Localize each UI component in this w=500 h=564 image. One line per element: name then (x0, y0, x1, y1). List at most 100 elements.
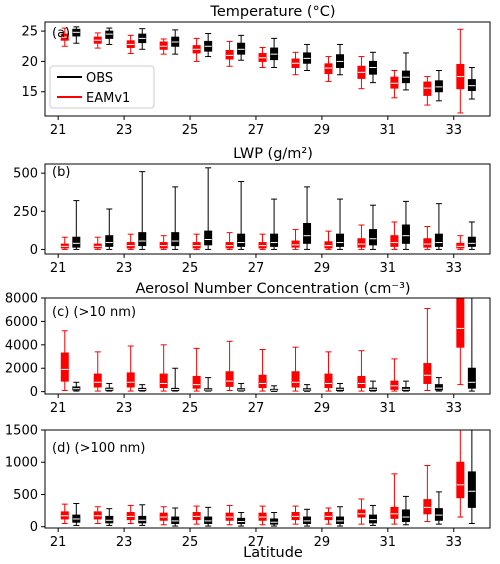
panel-d-box-eamv1 (324, 507, 333, 525)
panel-a-box-eamv1 (423, 76, 432, 106)
box-iqr (171, 232, 180, 247)
x-tick-label: 27 (248, 123, 265, 138)
panel-b-box-obs (171, 186, 180, 250)
panel-b-box-eamv1 (60, 236, 69, 250)
box-iqr (423, 81, 432, 96)
box-iqr (225, 50, 234, 60)
panel-b-box-eamv1 (225, 232, 234, 250)
panel-b-box-eamv1 (423, 226, 432, 250)
box-iqr (434, 384, 443, 391)
y-tick-label: 0 (30, 385, 38, 400)
x-tick-label: 31 (380, 123, 397, 138)
panel-c-axes-frame (44, 297, 491, 395)
box-iqr (237, 517, 246, 524)
panel-a-plot-area (60, 26, 476, 114)
box-iqr (434, 80, 443, 93)
x-tick-label: 21 (50, 261, 67, 276)
panel-d-box-eamv1 (258, 505, 267, 526)
panel-d-box-eamv1 (225, 504, 234, 526)
x-tick-label: 23 (116, 261, 133, 276)
panel-a-axes-frame (44, 21, 491, 117)
x-tick-label: 27 (248, 401, 265, 416)
panel-aerosol-10nm: Aerosol Number Concentration (cm⁻³) (c) … (5, 281, 491, 416)
box-iqr (423, 238, 432, 248)
box-iqr (467, 79, 476, 92)
box-iqr (204, 516, 213, 524)
panel-b-box-eamv1 (324, 230, 333, 250)
box-iqr (390, 380, 399, 390)
box-iqr (423, 499, 432, 515)
panel-a-box-obs (467, 66, 476, 100)
panel-a-box-eamv1 (159, 38, 168, 55)
box-iqr (303, 516, 312, 524)
y-tick-label: 20 (21, 55, 38, 70)
panel-a-box-obs (138, 28, 147, 50)
panel-d-box-obs (467, 429, 476, 524)
panel-a-box-obs (368, 51, 377, 84)
panel-c-box-eamv1 (423, 308, 432, 391)
box-iqr (456, 242, 465, 249)
panel-c-box-eamv1 (93, 351, 102, 392)
box-iqr (336, 516, 345, 524)
y-tick-label: 2000 (5, 362, 38, 377)
box-iqr (138, 515, 147, 524)
panel-d-box-obs (237, 512, 246, 527)
y-tick-label: 25 (21, 25, 38, 40)
panel-a-box-eamv1 (258, 46, 267, 68)
y-tick-label: 250 (13, 205, 38, 220)
box-iqr (357, 238, 366, 248)
panel-d-box-eamv1 (159, 506, 168, 526)
box-iqr (237, 233, 246, 247)
panel-a-box-obs (237, 34, 246, 61)
panel-d-box-obs (171, 507, 180, 527)
panel-d-box-obs (204, 506, 213, 527)
box-iqr (105, 235, 114, 247)
panel-d-box-obs (270, 512, 279, 527)
x-tick-label: 31 (380, 401, 397, 416)
legend-label-eamv1: EAMv1 (86, 91, 130, 106)
box-iqr (105, 30, 114, 39)
panel-c-box-eamv1 (357, 350, 366, 392)
y-tick-label: 1000 (5, 456, 38, 471)
panel-c-box-obs (237, 382, 246, 392)
x-tick-label: 29 (314, 123, 331, 138)
x-tick-label: 31 (380, 535, 397, 550)
x-tick-label: 23 (116, 535, 133, 550)
x-tick-label: 33 (445, 535, 462, 550)
panel-b-box-eamv1 (93, 236, 102, 250)
panel-b-plot-area (60, 167, 476, 250)
panel-c-box-obs (368, 380, 377, 392)
box-iqr (456, 461, 465, 499)
panel-b-box-obs (434, 203, 443, 250)
box-iqr (368, 514, 377, 524)
box-iqr (390, 506, 399, 519)
legend-label-obs: OBS (86, 71, 113, 86)
panel-d-box-eamv1 (93, 506, 102, 524)
panel-c-box-eamv1 (126, 345, 135, 392)
x-tick-label: 29 (314, 535, 331, 550)
x-tick-label: 23 (116, 401, 133, 416)
panel-c-box-obs (434, 377, 443, 392)
panel-d-box-eamv1 (390, 473, 399, 525)
box-iqr (324, 241, 333, 249)
panel-c-box-obs (401, 380, 410, 392)
panel-c-tag: (c) (>10 nm) (52, 305, 136, 320)
x-tick-label: 25 (182, 401, 199, 416)
panel-b-box-eamv1 (390, 221, 399, 250)
panel-a-tag: (a) (52, 26, 70, 41)
box-iqr (401, 509, 410, 523)
panel-c-box-obs (171, 367, 180, 392)
panel-a-box-eamv1 (93, 32, 102, 49)
box-iqr (368, 229, 377, 246)
box-iqr (225, 371, 234, 387)
y-tick-label: 0 (30, 520, 38, 535)
box-iqr (291, 240, 300, 248)
y-tick-label: 4000 (5, 338, 38, 353)
panel-a-box-eamv1 (456, 28, 465, 114)
box-iqr (126, 372, 135, 388)
y-tick-label: 1500 (5, 424, 38, 439)
y-tick-label: 0 (30, 243, 38, 258)
box-iqr (357, 375, 366, 389)
panel-b-box-obs (270, 198, 279, 250)
x-tick-label: 21 (50, 535, 67, 550)
